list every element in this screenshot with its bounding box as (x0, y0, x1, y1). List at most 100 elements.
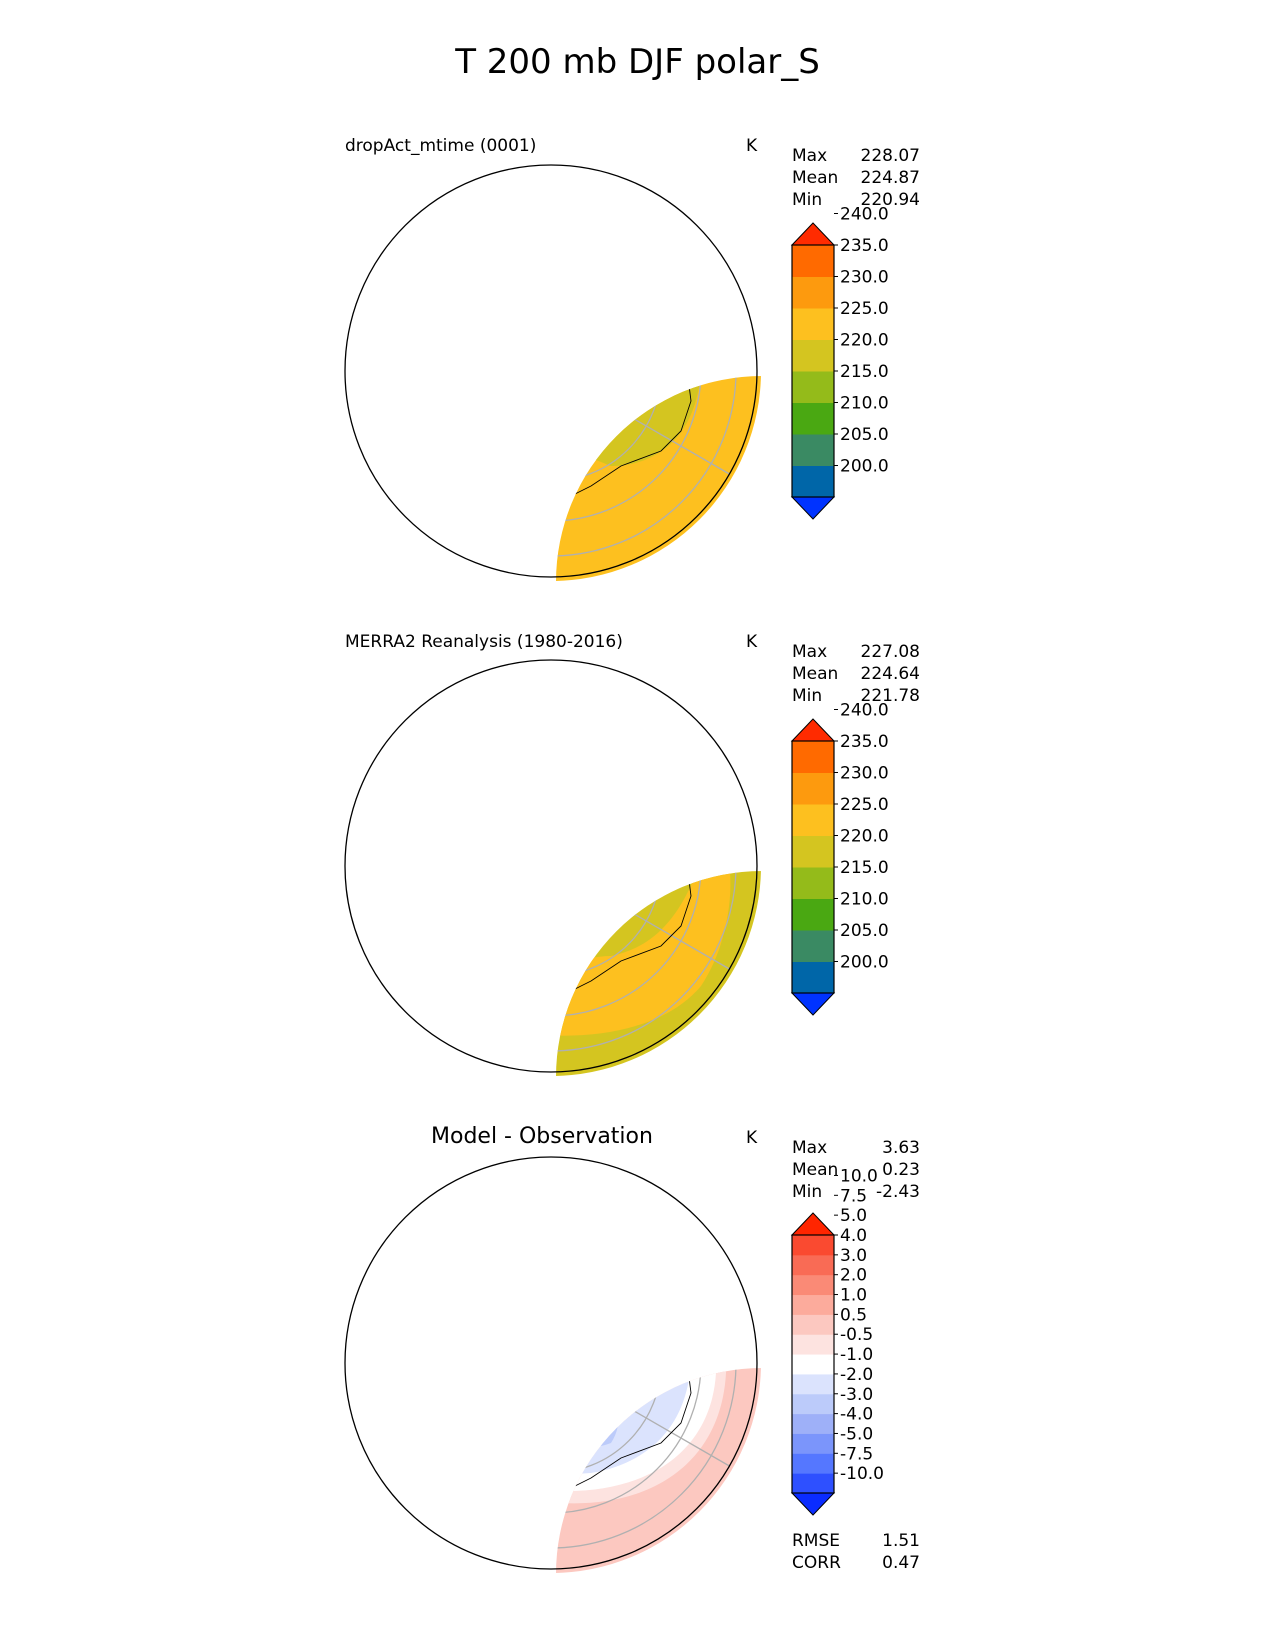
colorbar-tick-label: 205.0 (840, 425, 889, 445)
contour-region (556, 1368, 761, 1573)
south-pole-marker (549, 864, 553, 868)
colorbar-segment (792, 804, 834, 836)
panel-1-stats: Max 228.07 Mean 224.87 Min 220.94 (792, 145, 920, 211)
contour-region (556, 1368, 691, 1474)
stat-label: Max (792, 146, 828, 166)
figure-title: T 200 mb DJF polar_S (455, 42, 820, 82)
panel-1-polar-map (344, 164, 761, 581)
contour-region (556, 1368, 726, 1504)
stat-label: Min (792, 1182, 823, 1202)
contour-region (501, 1262, 603, 1356)
contour-region (556, 376, 701, 466)
colorbar-extend-min (790, 992, 836, 1016)
colorbar-tick-label: -0.5 (840, 1325, 873, 1345)
colorbar-segment (792, 961, 834, 994)
colorbar-tick-label: 0.5 (840, 1305, 867, 1325)
panel-3-metrics: RMSE 1.51 CORR 0.47 (792, 1530, 920, 1574)
colorbar-tick-label: 5.0 (840, 1206, 867, 1226)
latitude-gridline (556, 376, 587, 407)
colorbar-segment (792, 1413, 834, 1434)
stat-label: Min (792, 686, 823, 706)
longitude-gridline (373, 371, 551, 474)
colorbar-segment (792, 371, 834, 403)
stat-value: 3.63 (882, 1138, 920, 1158)
stat-label: Max (792, 642, 828, 662)
latitude-gridline (556, 1368, 622, 1434)
longitude-gridline (551, 1260, 729, 1363)
colorbar-segment (792, 930, 834, 962)
contour-region (556, 871, 731, 1036)
colorbar-segment (792, 898, 834, 931)
colorbar-tick-label: 200.0 (840, 457, 889, 477)
colorbar-segment (792, 1235, 834, 1256)
longitude-gridline (551, 268, 729, 371)
colorbar-segment (792, 1473, 834, 1494)
colorbar-tick-label: 210.0 (840, 890, 889, 910)
panel-2-colorbar: 200.0 205.0 210.0 215.0 220.0 225.0 230.0 235.0… (790, 701, 889, 1016)
stat-value: 0.23 (882, 1160, 920, 1180)
contour-fill (373, 268, 761, 581)
contour-region (556, 376, 761, 581)
metric-label: RMSE (792, 1531, 841, 1551)
colorbar-tick-label: -3.0 (840, 1385, 873, 1405)
latitude-gridline (556, 871, 587, 902)
colorbar-tick-label: 205.0 (840, 921, 889, 941)
colorbar-segment (792, 1314, 834, 1335)
colorbar-segment (792, 1254, 834, 1276)
panel-3-polar-map (344, 1156, 761, 1573)
metric-value: 0.47 (882, 1553, 920, 1573)
stat-value: 220.94 (860, 190, 920, 210)
contour-region (351, 1173, 491, 1459)
colorbar-tick-label: 4.0 (840, 1226, 867, 1246)
longitude-gridline (373, 866, 551, 969)
map-boundary (344, 1156, 758, 1570)
colorbar-tick-label: 210.0 (840, 394, 889, 414)
colorbar-extend-min (790, 496, 836, 520)
latitude-gridline (556, 871, 622, 937)
colorbar-tick-label: 215.0 (840, 362, 889, 382)
latitude-gridline (556, 1368, 587, 1399)
colorbar-segment (792, 1433, 834, 1454)
colorbar-tick-label: 235.0 (840, 732, 889, 752)
colorbar-tick-label: 220.0 (840, 827, 889, 847)
colorbar-segment (792, 434, 834, 466)
colorbar-segment (792, 1294, 834, 1315)
colorbar-tick-label: 3.0 (840, 1246, 867, 1266)
colorbar-segment (792, 308, 834, 340)
stat-label: Mean (792, 664, 839, 684)
contour-fill (373, 864, 761, 1076)
colorbar-tick-label: 225.0 (840, 299, 889, 319)
colorbar-tick-label: -10.0 (840, 1464, 884, 1484)
colorbar-extend-min (790, 1492, 836, 1516)
latitude-gridline (556, 376, 622, 442)
panel-2-units: K (746, 632, 758, 652)
colorbar-frame (791, 1234, 835, 1494)
colorbar-segment (792, 1373, 834, 1395)
colorbar-extend-max (790, 718, 836, 742)
panel-1-title: dropAct_mtime (0001) (345, 136, 537, 156)
colorbar-tick-label: 2.0 (840, 1266, 867, 1286)
panel-3-units: K (746, 1128, 758, 1148)
longitude-gridline (373, 1260, 551, 1363)
colorbar-tick-label: -5.0 (840, 1424, 873, 1444)
stat-value: -2.43 (876, 1182, 920, 1202)
colorbar-segment (792, 741, 834, 773)
colorbar-tick-label: -1.0 (840, 1345, 873, 1365)
stat-value: 224.87 (860, 168, 920, 188)
panel-3-colorbar: -10.0-7.5-5.0-4.0-3.0-2.0-1.0-0.50.51.02… (790, 1166, 884, 1516)
panel-1-units: K (746, 136, 758, 156)
stat-label: Min (792, 190, 823, 210)
colorbar-tick-label: 235.0 (840, 236, 889, 256)
panel-2-title: MERRA2 Reanalysis (1980-2016) (345, 632, 623, 652)
colorbar-segment (792, 1453, 834, 1474)
stat-value: 221.78 (860, 686, 920, 706)
colorbar-tick-label: -7.5 (840, 1444, 873, 1464)
colorbar-tick-label: 240.0 (840, 701, 889, 721)
colorbar-tick-label: 10.0 (840, 1166, 878, 1186)
south-pole-marker (549, 369, 553, 373)
colorbar-extend-max (790, 1212, 836, 1236)
colorbar-tick-label: 215.0 (840, 858, 889, 878)
map-boundary (344, 659, 758, 1073)
longitude-gridline (373, 1363, 551, 1466)
